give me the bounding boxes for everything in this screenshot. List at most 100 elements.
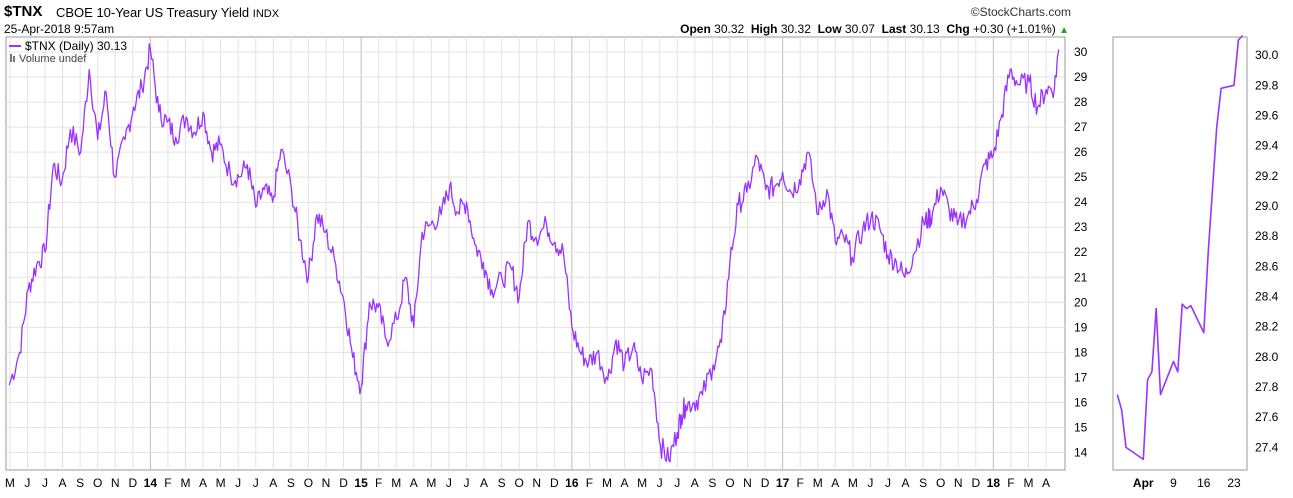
zoom-plot-frame — [1112, 36, 1248, 471]
y-tick-label: 25 — [1074, 170, 1088, 184]
y-tick-label: 18 — [1074, 345, 1088, 359]
x-tick-label: 15 — [354, 476, 368, 490]
zoom-x-tick-label: 16 — [1197, 476, 1211, 490]
x-tick-label: 14 — [144, 476, 158, 490]
x-tick-label: O — [514, 476, 523, 490]
x-tick-label: O — [304, 476, 313, 490]
x-tick-label: F — [586, 476, 593, 490]
zoom-y-tick-label: 29.2 — [1255, 169, 1279, 183]
y-tick-label: 14 — [1074, 445, 1088, 459]
zoom-chart-panel: Apr 9 16 23 27.4 27.6 27.8 28.0 28.2 28.4 28.6 28.8… — [1112, 34, 1279, 490]
zoom-y-tick-label: 29.0 — [1255, 199, 1279, 213]
timestamp: 25-Apr-2018 9:57am — [4, 22, 115, 36]
y-tick-label: 30 — [1074, 45, 1088, 59]
x-tick-label: A — [269, 476, 277, 490]
x-tick-label: J — [657, 476, 663, 490]
x-tick-label: O — [725, 476, 734, 490]
x-tick-label: N — [111, 476, 120, 490]
zoom-y-tick-label: 29.8 — [1255, 78, 1279, 92]
open-label: Open — [680, 22, 711, 36]
exchange-label: INDX — [252, 8, 280, 20]
last-label: Last — [881, 22, 907, 36]
x-tick-label: J — [253, 476, 259, 490]
x-tick-label: O — [93, 476, 102, 490]
x-tick-label: S — [498, 476, 506, 490]
x-tick-label: D — [128, 476, 137, 490]
x-tick-label: M — [426, 476, 436, 490]
ohlc-summary: Open 30.32 High 30.32 Low 30.07 Last 30.… — [680, 22, 1069, 36]
tnx-price-line — [8, 43, 1060, 463]
x-tick-label: D — [550, 476, 559, 490]
y-tick-label: 27 — [1074, 120, 1088, 134]
x-tick-label: J — [885, 476, 891, 490]
volume-bar-icon — [10, 54, 12, 62]
y-tick-label: 26 — [1074, 145, 1088, 159]
x-tick-label: F — [796, 476, 803, 490]
x-tick-label: A — [621, 476, 629, 490]
main-plot-frame — [5, 36, 1066, 471]
x-tick-label: F — [375, 476, 382, 490]
x-tick-label: F — [164, 476, 171, 490]
x-tick-label: A — [199, 476, 207, 490]
x-tick-label: A — [1042, 476, 1050, 490]
x-tick-label: 18 — [987, 476, 1001, 490]
zoom-x-tick-label: Apr — [1133, 476, 1154, 490]
chg-value: +0.30 (+1.01%) — [973, 22, 1056, 36]
ticker-symbol: $TNX — [4, 3, 43, 20]
zoom-y-tick-label: 28.2 — [1255, 320, 1279, 334]
x-tick-label: A — [480, 476, 488, 490]
y-tick-label: 24 — [1074, 195, 1088, 209]
open-value: 30.32 — [714, 22, 745, 36]
x-tick-label: J — [42, 476, 48, 490]
x-tick-label: M — [216, 476, 226, 490]
x-tick-label: A — [902, 476, 910, 490]
x-tick-label: M — [180, 476, 190, 490]
zoom-y-tick-label: 28.8 — [1255, 229, 1279, 243]
x-tick-label: M — [848, 476, 858, 490]
legend-volume-label: Volume undef — [19, 53, 87, 65]
ticker-description: CBOE 10-Year US Treasury Yield INDX — [56, 5, 279, 20]
zoom-y-tick-label: 27.8 — [1255, 380, 1279, 394]
y-tick-label: 20 — [1074, 295, 1088, 309]
x-tick-label: A — [59, 476, 67, 490]
x-tick-label: A — [691, 476, 699, 490]
x-tick-label: O — [936, 476, 945, 490]
zoom-y-tick-label: 28.4 — [1255, 289, 1279, 303]
zoom-y-tick-label: 27.6 — [1255, 410, 1279, 424]
high-label: High — [750, 22, 778, 36]
x-tick-label: M — [637, 476, 647, 490]
x-tick-label: S — [919, 476, 927, 490]
y-tick-label: 21 — [1074, 270, 1088, 284]
x-tick-label: N — [532, 476, 541, 490]
x-tick-label: 16 — [565, 476, 579, 490]
y-tick-label: 29 — [1074, 70, 1088, 84]
y-tick-label: 17 — [1074, 370, 1088, 384]
description-text: CBOE 10-Year US Treasury Yield — [56, 5, 250, 20]
zoom-y-tick-label: 29.4 — [1255, 139, 1279, 153]
x-tick-label: J — [867, 476, 873, 490]
y-tick-label: 28 — [1074, 95, 1088, 109]
x-tick-label: M — [5, 476, 15, 490]
stockcharts-logo: ©StockCharts.com — [970, 5, 1071, 19]
volume-bar-icon — [13, 56, 15, 62]
legend-series-label: $TNX (Daily) 30.13 — [25, 39, 127, 53]
zoom-y-tick-label: 28.0 — [1255, 350, 1279, 364]
x-tick-label: N — [954, 476, 963, 490]
y-tick-label: 19 — [1074, 320, 1088, 334]
y-tick-label: 22 — [1074, 245, 1088, 259]
x-tick-label: F — [1007, 476, 1014, 490]
x-tick-label: J — [674, 476, 680, 490]
x-tick-label: A — [410, 476, 418, 490]
x-tick-label: D — [339, 476, 348, 490]
x-tick-label: D — [761, 476, 770, 490]
last-value: 30.13 — [909, 22, 940, 36]
x-tick-label: M — [602, 476, 612, 490]
x-tick-label: J — [463, 476, 469, 490]
zoom-x-tick-label: 9 — [1170, 476, 1177, 490]
zoom-y-tick-label: 28.6 — [1255, 259, 1279, 273]
low-value: 30.07 — [844, 22, 875, 36]
x-tick-label: M — [813, 476, 823, 490]
x-tick-label: M — [391, 476, 401, 490]
x-tick-label: S — [76, 476, 84, 490]
y-tick-label: 16 — [1074, 395, 1088, 409]
